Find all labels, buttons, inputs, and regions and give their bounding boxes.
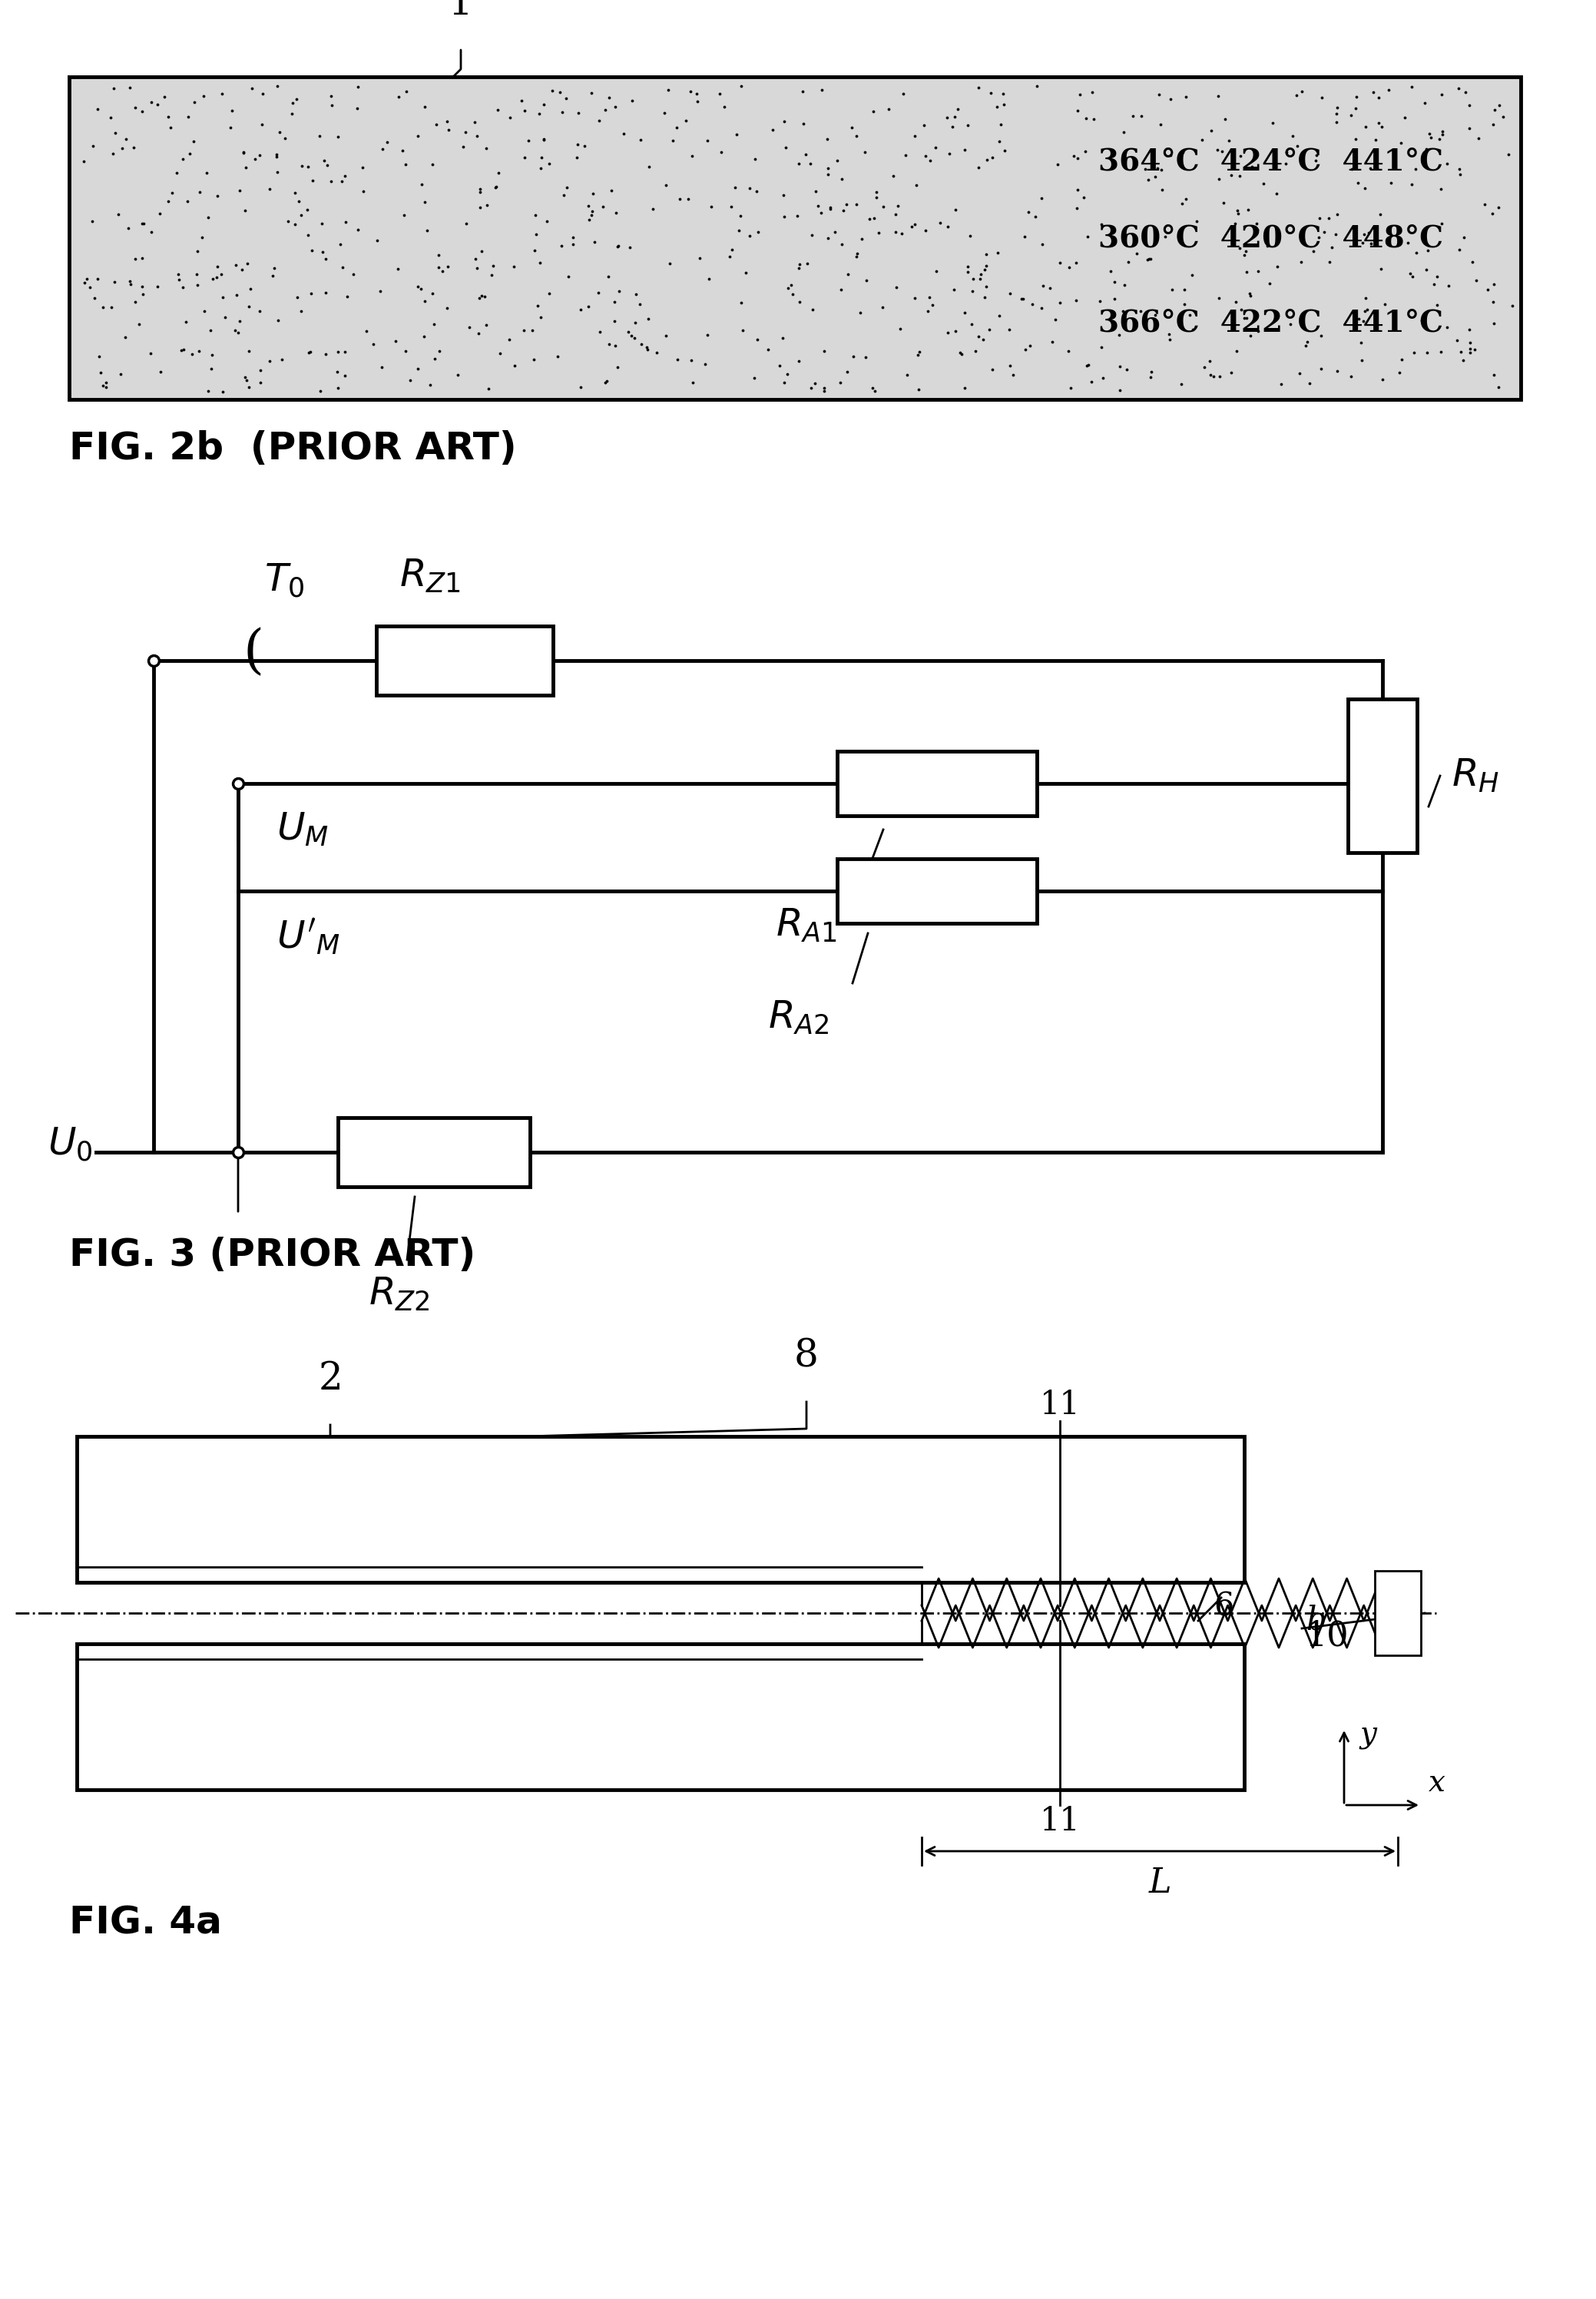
Text: $R_H$: $R_H$ <box>1452 756 1499 795</box>
Text: 11: 11 <box>1039 1805 1080 1837</box>
Bar <box>1374 1570 1420 1655</box>
Text: FIG. 2b  (PRIOR ART): FIG. 2b (PRIOR ART) <box>69 430 517 467</box>
Bar <box>69 76 1521 400</box>
Text: 364°C  424°C  441°C: 364°C 424°C 441°C <box>1098 147 1443 177</box>
Text: $R_{A2}$: $R_{A2}$ <box>768 998 830 1037</box>
Text: $R_{Z1}$: $R_{Z1}$ <box>399 556 461 595</box>
Text: 11: 11 <box>1039 1389 1080 1421</box>
Text: (: ( <box>243 628 263 678</box>
Bar <box>838 752 1037 816</box>
Text: $R_{Z2}$: $R_{Z2}$ <box>369 1276 429 1313</box>
Text: 10: 10 <box>1306 1618 1349 1653</box>
Text: 360°C  420°C  448°C: 360°C 420°C 448°C <box>1098 223 1443 253</box>
Text: $U_0$: $U_0$ <box>48 1127 93 1163</box>
Text: x: x <box>1428 1768 1446 1798</box>
Bar <box>77 1437 1245 1582</box>
Text: 366°C  422°C  441°C: 366°C 422°C 441°C <box>1098 308 1443 338</box>
Text: L: L <box>1149 1867 1171 1899</box>
Text: $R_{A1}$: $R_{A1}$ <box>776 906 836 945</box>
Text: 8: 8 <box>795 1338 819 1375</box>
Bar <box>838 860 1037 924</box>
Text: $U'_M$: $U'_M$ <box>276 917 340 956</box>
Text: y: y <box>1360 1720 1376 1750</box>
Bar <box>377 625 552 694</box>
Text: FIG. 3 (PRIOR ART): FIG. 3 (PRIOR ART) <box>69 1237 476 1274</box>
Text: b: b <box>1306 1605 1326 1637</box>
Text: 2: 2 <box>318 1361 343 1398</box>
Text: $U_M$: $U_M$ <box>276 812 329 848</box>
Text: 6: 6 <box>1213 1591 1234 1623</box>
Bar <box>338 1117 530 1186</box>
Bar <box>1349 699 1417 853</box>
Text: $T_0$: $T_0$ <box>263 561 305 600</box>
Text: 1: 1 <box>448 0 472 23</box>
Bar <box>77 1644 1245 1789</box>
Text: FIG. 4a: FIG. 4a <box>69 1906 222 1943</box>
